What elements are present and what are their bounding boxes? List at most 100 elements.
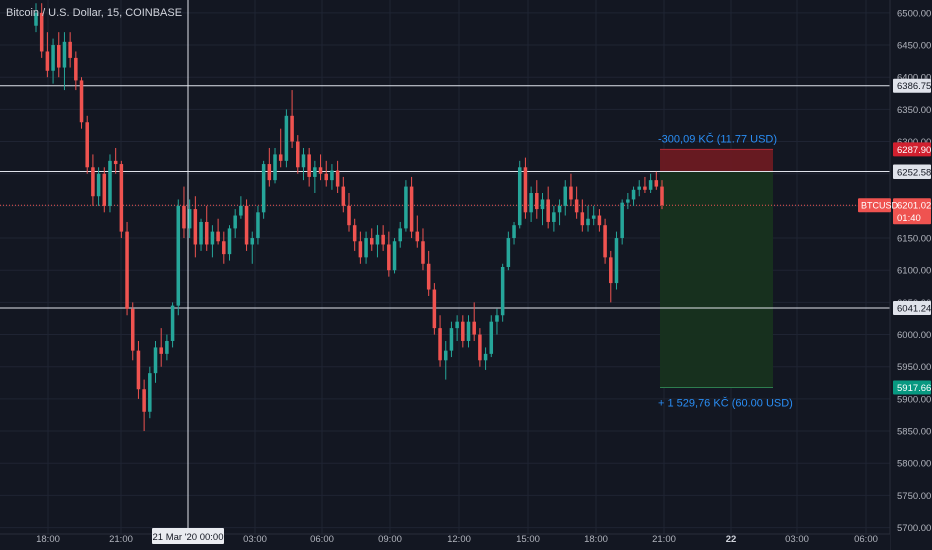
candle-body bbox=[324, 173, 329, 181]
x-tick-label: 21:00 bbox=[652, 534, 676, 545]
candle-down bbox=[347, 193, 351, 232]
candle-up bbox=[455, 315, 459, 341]
candle-up bbox=[210, 225, 215, 258]
x-tick-label: 21:00 bbox=[109, 534, 133, 545]
candle-down bbox=[56, 32, 61, 78]
stop-price-tag bbox=[893, 142, 931, 157]
candle-body bbox=[506, 238, 511, 267]
candle-body bbox=[409, 186, 414, 232]
candle-down bbox=[244, 199, 249, 251]
risk-pnl-label: -300,09 KČ (11.77 USD) bbox=[658, 132, 777, 145]
candle-body bbox=[489, 321, 494, 354]
candle-body bbox=[375, 234, 380, 245]
candle-body bbox=[438, 328, 442, 361]
candle-body bbox=[421, 241, 425, 264]
candle-up bbox=[330, 164, 334, 190]
candle-up bbox=[148, 366, 152, 419]
candle-body bbox=[79, 80, 84, 123]
candle-body bbox=[62, 41, 67, 68]
candle-down bbox=[290, 90, 294, 148]
candle-up bbox=[313, 160, 317, 194]
candle-down bbox=[546, 186, 550, 229]
candle-down bbox=[432, 283, 437, 335]
candle-down bbox=[204, 205, 209, 251]
candle-body bbox=[199, 221, 203, 245]
candle-down bbox=[102, 167, 107, 213]
candle-body bbox=[512, 225, 516, 239]
y-tick-label: 5750.00 bbox=[897, 491, 931, 502]
candle-up bbox=[648, 173, 653, 194]
candle-body bbox=[643, 186, 647, 190]
candle-down bbox=[68, 32, 72, 68]
y-tick-label: 6100.00 bbox=[897, 266, 931, 277]
candle-body bbox=[227, 228, 232, 255]
candle-body bbox=[182, 205, 186, 229]
candle-up bbox=[51, 38, 55, 84]
candle-body bbox=[352, 225, 357, 242]
candle-down bbox=[523, 157, 528, 219]
x-tick-label: 22 bbox=[726, 534, 737, 545]
candle-body bbox=[222, 241, 226, 255]
candle-down bbox=[421, 228, 425, 271]
candle-up bbox=[239, 196, 243, 219]
candle-down bbox=[569, 173, 573, 206]
candle-up bbox=[517, 160, 522, 229]
candle-body bbox=[187, 209, 192, 229]
candle-body bbox=[85, 122, 89, 168]
candle-body bbox=[426, 263, 431, 290]
candle-up bbox=[153, 340, 158, 383]
candle-body bbox=[614, 238, 619, 284]
candle-body bbox=[261, 164, 266, 213]
y-tick-label: 5800.00 bbox=[897, 459, 931, 470]
y-tick-label: 6500.00 bbox=[897, 8, 931, 19]
countdown-text: 01:40 bbox=[897, 213, 921, 224]
candle-body bbox=[517, 167, 522, 226]
reward-pnl-label: + 1 529,76 KČ (60.00 USD) bbox=[658, 397, 793, 410]
candle-body bbox=[654, 180, 659, 187]
candle-down bbox=[597, 209, 602, 232]
candle-up bbox=[637, 180, 642, 197]
candle-up bbox=[563, 180, 568, 216]
candle-body bbox=[358, 241, 363, 258]
candle-body bbox=[290, 115, 294, 142]
high-price-tag bbox=[893, 165, 931, 180]
candle-body bbox=[307, 154, 311, 177]
candle-body bbox=[244, 205, 249, 245]
candle-body bbox=[648, 180, 653, 190]
candle-up bbox=[557, 199, 562, 226]
candle-down bbox=[278, 128, 283, 168]
candle-up bbox=[631, 186, 636, 206]
target-price-tag-text: 5917.66 bbox=[897, 383, 931, 394]
candle-body bbox=[170, 305, 175, 341]
candle-body bbox=[449, 328, 454, 351]
candle-up bbox=[187, 199, 192, 239]
high-price-tag-text: 6252.58 bbox=[897, 168, 931, 179]
y-tick-label: 6150.00 bbox=[897, 234, 931, 245]
candle-body bbox=[603, 225, 607, 258]
candle-up bbox=[364, 231, 368, 264]
candle-up bbox=[250, 231, 255, 264]
candle-body bbox=[153, 347, 158, 374]
candle-body bbox=[580, 212, 585, 226]
candle-body bbox=[381, 234, 385, 245]
candle-body bbox=[125, 231, 129, 309]
candle-up bbox=[512, 221, 516, 245]
candle-body bbox=[347, 205, 351, 226]
candle-up bbox=[96, 167, 101, 206]
candle-body bbox=[313, 167, 317, 177]
candle-body bbox=[620, 202, 624, 239]
candle-up bbox=[466, 315, 471, 348]
y-tick-label: 6400.00 bbox=[897, 73, 931, 84]
level-price-tag bbox=[893, 301, 931, 316]
candle-down bbox=[222, 231, 226, 264]
candle-body bbox=[415, 231, 420, 242]
candle-body bbox=[51, 45, 55, 71]
candle-up bbox=[626, 193, 630, 210]
candle-body bbox=[461, 321, 465, 341]
candle-body bbox=[136, 350, 141, 390]
candle-body bbox=[148, 373, 152, 412]
candle-up bbox=[529, 186, 533, 222]
candle-up bbox=[506, 231, 511, 271]
candle-down bbox=[654, 171, 659, 190]
